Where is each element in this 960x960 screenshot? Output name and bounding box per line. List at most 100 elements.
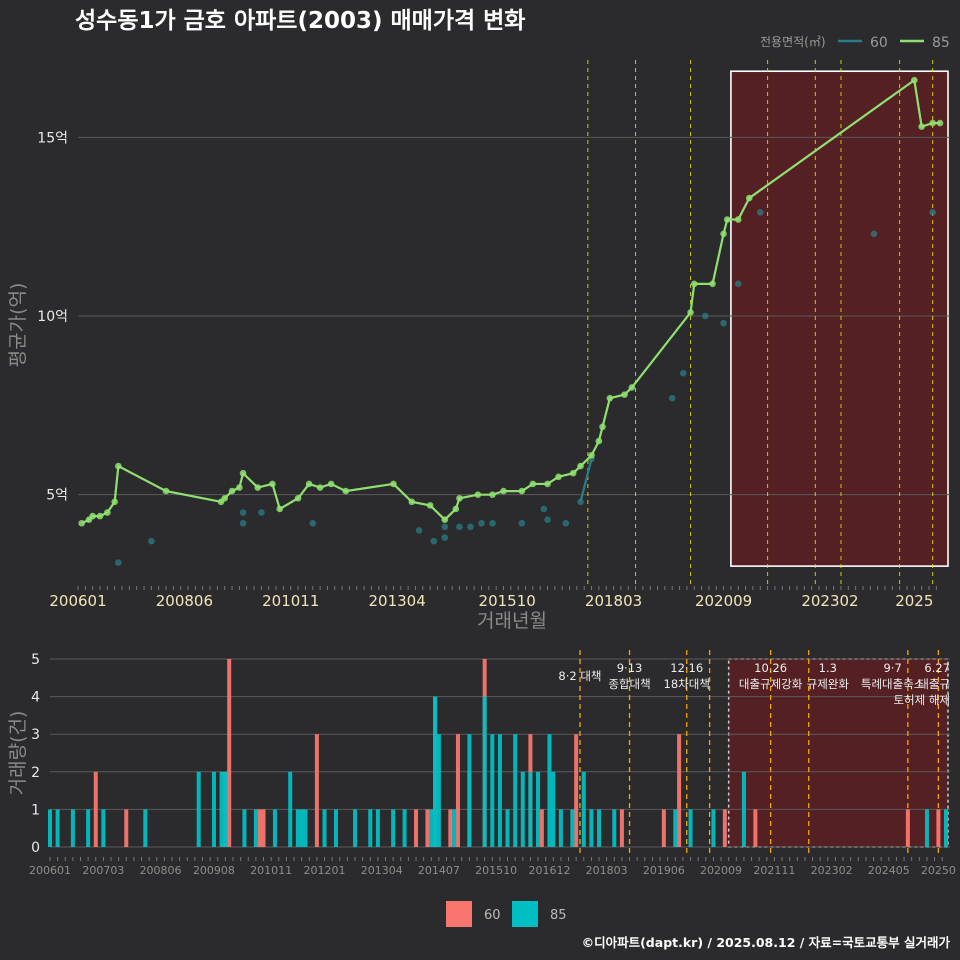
point-85 <box>239 469 247 477</box>
point-85 <box>456 494 463 502</box>
policy-annotation: 8·2 대책 <box>558 669 601 683</box>
point-85 <box>89 512 96 520</box>
point-60 <box>430 537 438 545</box>
bar-85 <box>482 696 487 847</box>
caption: ©디아파트(dapt.kr) / 2025.08.12 / 자료=국토교통부 실… <box>582 935 951 950</box>
bar-85 <box>497 734 502 847</box>
bar-85 <box>597 809 602 847</box>
y-axis-title: 거래량(건) <box>7 711 29 796</box>
point-85 <box>221 494 229 502</box>
bar-85 <box>223 771 228 847</box>
point-85 <box>500 487 507 495</box>
x-tick-label: 201304 <box>361 864 403 877</box>
point-85 <box>720 230 727 238</box>
point-60 <box>540 505 548 513</box>
point-85 <box>96 512 104 520</box>
bar-85 <box>924 809 929 847</box>
bar-85 <box>513 734 518 847</box>
point-60 <box>478 519 485 527</box>
bar-85 <box>333 809 338 847</box>
point-85 <box>577 462 584 470</box>
point-85 <box>628 384 636 391</box>
bar-85 <box>55 809 60 847</box>
point-85 <box>709 280 716 288</box>
policy-annotation: 12·16 <box>670 661 703 675</box>
bar-60 <box>539 809 544 847</box>
y-tick-label: 3 <box>31 727 40 743</box>
point-85 <box>408 498 416 506</box>
point-85 <box>687 309 694 316</box>
point-60 <box>148 537 155 545</box>
x-tick-label: 200601 <box>29 864 71 877</box>
x-tick-label: 200806 <box>156 592 213 610</box>
policy-annotation: 특례대출축소 <box>861 677 924 691</box>
point-85 <box>104 509 111 516</box>
point-85 <box>518 487 526 495</box>
bar-85 <box>86 809 91 847</box>
point-85 <box>316 484 324 491</box>
policy-annotation: 9·13 <box>617 661 643 675</box>
point-85 <box>918 123 925 130</box>
bar-85 <box>272 809 277 847</box>
bar-85 <box>547 734 552 847</box>
point-60 <box>679 369 687 377</box>
x-tick-label: 200601 <box>49 592 106 610</box>
bar-85 <box>711 809 716 847</box>
point-85 <box>588 452 595 459</box>
point-60 <box>562 519 570 527</box>
bar-85 <box>353 809 358 847</box>
point-60 <box>467 523 474 531</box>
point-60 <box>441 534 449 541</box>
chart-title: 성수동1가 금호 아파트(2003) 매매가격 변화 <box>75 8 525 34</box>
point-85 <box>734 216 742 223</box>
bar-85 <box>429 809 434 847</box>
bar-85 <box>101 809 106 847</box>
policy-annotation: 대출규 <box>918 677 950 691</box>
y-tick-label: 5 <box>31 652 40 668</box>
bar-60 <box>124 809 129 847</box>
point-85 <box>529 480 537 488</box>
legend-label-60: 60 <box>870 35 888 51</box>
point-85 <box>599 423 606 431</box>
policy-annotation: 10.26 <box>754 661 787 675</box>
x-tick-label: 201510 <box>479 592 536 610</box>
point-60 <box>518 519 526 527</box>
bar-85 <box>211 771 216 847</box>
bar-60 <box>261 809 266 847</box>
bar-85 <box>368 809 373 847</box>
bar-85 <box>551 771 556 847</box>
bar-85 <box>505 809 510 847</box>
legend-key-85 <box>512 901 538 927</box>
bar-85 <box>242 809 247 847</box>
point-85 <box>555 473 562 481</box>
policy-annotation: 18차대책 <box>664 677 710 691</box>
point-60 <box>489 519 496 527</box>
point-85 <box>606 394 614 402</box>
x-tick-label: 20250 <box>921 864 956 877</box>
point-85 <box>569 469 577 477</box>
bar-60 <box>414 809 419 847</box>
bar-85 <box>70 809 75 847</box>
bar-60 <box>661 809 666 847</box>
bar-60 <box>905 809 910 847</box>
bar-85 <box>452 809 457 847</box>
y-tick-label: 1 <box>31 802 40 818</box>
x-tick-label: 201510 <box>475 864 517 877</box>
bar-60 <box>753 809 758 847</box>
point-85 <box>111 498 118 506</box>
policy-annotation: 종합대책 <box>608 677 650 691</box>
policy-annotation: 규제완화 <box>807 677 850 691</box>
point-85 <box>595 437 603 445</box>
x-tick-label: 201201 <box>304 864 346 877</box>
point-85 <box>911 76 918 84</box>
bar-85 <box>433 696 438 847</box>
bar-60 <box>257 809 262 847</box>
bar-85 <box>402 809 407 847</box>
point-85 <box>426 502 434 509</box>
x-tick-label: 201011 <box>262 592 319 610</box>
point-60 <box>115 559 122 566</box>
x-tick-label: 202009 <box>695 592 752 610</box>
policy-annotation: 대출규제강화 <box>739 677 803 691</box>
bar-60 <box>425 809 430 847</box>
